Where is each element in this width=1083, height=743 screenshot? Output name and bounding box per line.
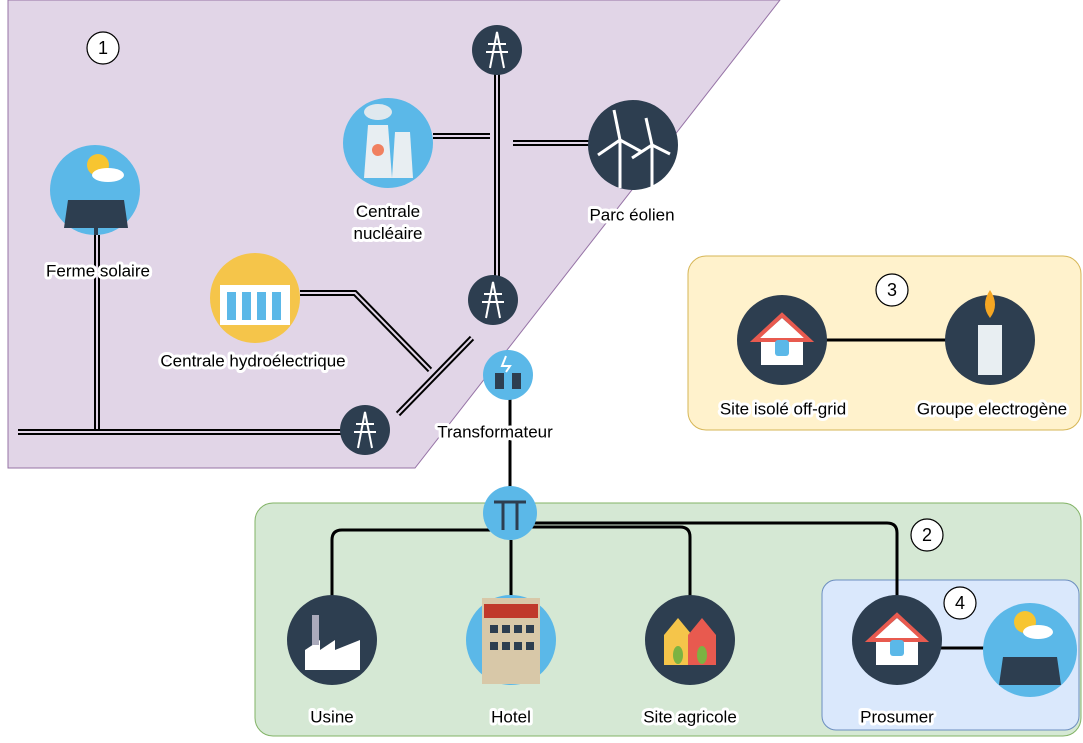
node-label: Groupe electrogène [917, 399, 1067, 418]
node-label: Usine [310, 707, 353, 726]
node-label: Parc éolien [589, 205, 674, 224]
diagram: 1 2 3 4 Ferme solaire Centralenucléaire … [0, 0, 1083, 738]
zone-number: 3 [887, 280, 897, 300]
node-label: Prosumer [860, 707, 934, 726]
node-label: Centrale hydroélectrique [160, 351, 345, 370]
node-label: Site isolé off-grid [720, 399, 846, 418]
node-label: Hotel [491, 707, 531, 726]
node-label: Ferme solaire [46, 261, 150, 280]
node-label: Transformateur [437, 422, 553, 441]
zone-number: 1 [98, 38, 108, 58]
zone-number: 4 [955, 593, 965, 613]
zone-number: 2 [922, 525, 932, 545]
node-label: Site agricole [643, 707, 737, 726]
